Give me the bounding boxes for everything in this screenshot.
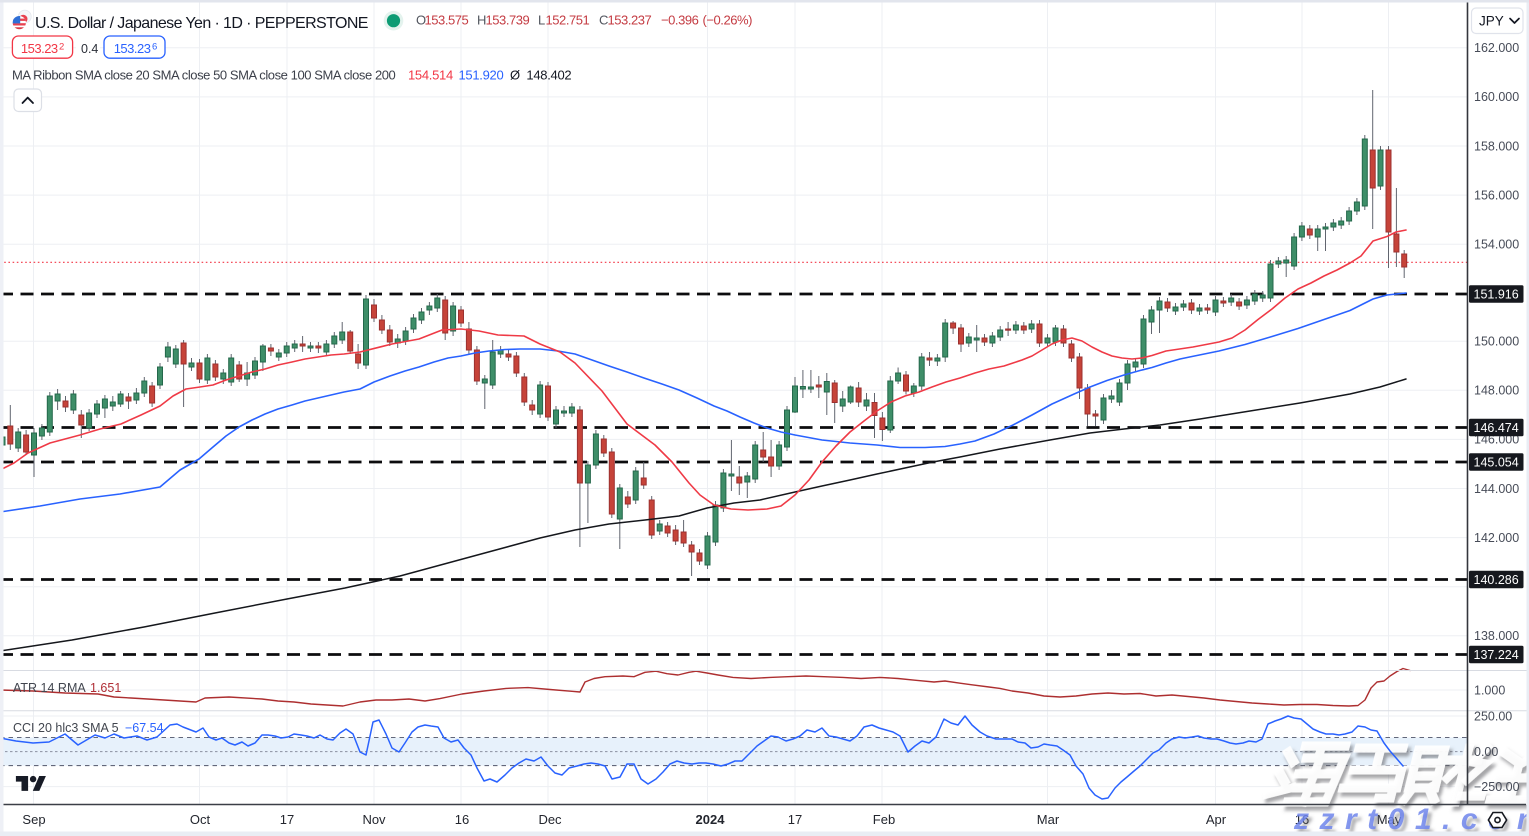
svg-text:160.000: 160.000 — [1474, 90, 1519, 104]
svg-text:17: 17 — [788, 812, 802, 827]
svg-text:Sep: Sep — [22, 812, 45, 827]
svg-text:152.751: 152.751 — [546, 13, 590, 28]
svg-text:151.916: 151.916 — [1474, 287, 1519, 301]
svg-text:Oct: Oct — [190, 812, 211, 827]
svg-text:JPY: JPY — [1479, 14, 1504, 29]
svg-text:137.224: 137.224 — [1474, 648, 1519, 662]
svg-text:153.237: 153.237 — [608, 13, 652, 28]
svg-text:Apr: Apr — [1206, 812, 1227, 827]
svg-text:1.651: 1.651 — [90, 681, 121, 695]
svg-text:142.000: 142.000 — [1474, 531, 1519, 545]
svg-text:150.000: 150.000 — [1474, 335, 1519, 349]
svg-text:2: 2 — [59, 42, 64, 53]
svg-text:−250.00: −250.00 — [1474, 780, 1520, 794]
svg-text:C: C — [599, 13, 608, 28]
svg-text:156.000: 156.000 — [1474, 188, 1519, 202]
svg-text:Mar: Mar — [1037, 812, 1060, 827]
svg-text:Nov: Nov — [362, 812, 386, 827]
svg-text:146.474: 146.474 — [1474, 421, 1519, 435]
svg-text:151.920: 151.920 — [459, 68, 504, 83]
svg-text:16: 16 — [1295, 812, 1309, 827]
svg-text:0.4: 0.4 — [81, 42, 98, 56]
svg-text:1.000: 1.000 — [1474, 683, 1505, 697]
svg-text:−67.54: −67.54 — [125, 721, 164, 735]
svg-text:MA Ribbon SMA close 20 SMA clo: MA Ribbon SMA close 20 SMA close 50 SMA … — [12, 68, 396, 83]
svg-text:148.000: 148.000 — [1474, 384, 1519, 398]
svg-text:145.054: 145.054 — [1474, 455, 1519, 469]
svg-text:153.23: 153.23 — [21, 41, 58, 56]
svg-text:153.739: 153.739 — [486, 13, 530, 28]
svg-text:−0.396: −0.396 — [661, 13, 699, 28]
svg-text:May: May — [1377, 812, 1402, 827]
svg-text:138.000: 138.000 — [1474, 629, 1519, 643]
svg-text:CCI 20 hlc3 SMA 5: CCI 20 hlc3 SMA 5 — [13, 721, 119, 735]
svg-text:2024: 2024 — [696, 812, 726, 827]
svg-text:162.000: 162.000 — [1474, 41, 1519, 55]
svg-text:O: O — [416, 13, 426, 28]
svg-text:153.23: 153.23 — [114, 41, 151, 56]
svg-text:144.000: 144.000 — [1474, 482, 1519, 496]
svg-text:H: H — [477, 13, 486, 28]
svg-text:6: 6 — [152, 42, 157, 53]
svg-text:Ø 148.402: Ø 148.402 — [510, 68, 571, 83]
svg-text:140.286: 140.286 — [1474, 573, 1519, 587]
svg-text:154.000: 154.000 — [1474, 238, 1519, 252]
svg-text:17: 17 — [280, 812, 294, 827]
svg-text:Dec: Dec — [538, 812, 562, 827]
svg-text:158.000: 158.000 — [1474, 139, 1519, 153]
svg-text:ATR 14 RMA: ATR 14 RMA — [13, 681, 86, 695]
svg-text:L: L — [538, 13, 545, 28]
svg-text:U.S. Dollar / Japanese Yen · 1: U.S. Dollar / Japanese Yen · 1D · PEPPER… — [35, 15, 368, 32]
svg-text:(−0.26%): (−0.26%) — [703, 13, 753, 28]
svg-text:0.00: 0.00 — [1474, 745, 1498, 759]
svg-text:154.514: 154.514 — [408, 68, 453, 83]
svg-text:153.575: 153.575 — [425, 13, 469, 28]
svg-text:16: 16 — [455, 812, 469, 827]
svg-text:250.00: 250.00 — [1474, 709, 1512, 723]
svg-text:Feb: Feb — [873, 812, 895, 827]
